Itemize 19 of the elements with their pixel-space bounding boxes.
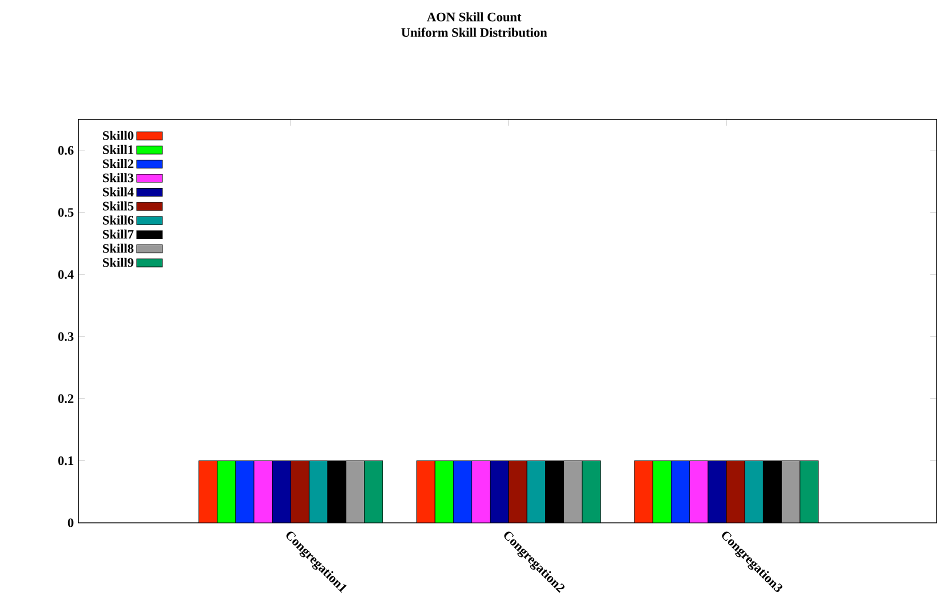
y-tick-label: 0 xyxy=(68,518,74,528)
y-tick-label: 0.3 xyxy=(58,332,74,341)
chart-title: AON Skill Count xyxy=(426,12,522,22)
legend-label: Skill0 xyxy=(102,130,134,140)
y-tick-label: 0.2 xyxy=(58,394,74,403)
legend-label: Skill9 xyxy=(102,258,134,267)
y-tick-label: 0.5 xyxy=(58,208,74,217)
y-tick-label: 0.6 xyxy=(58,146,74,155)
y-tick-label: 0.1 xyxy=(58,456,74,465)
legend-label: Skill1 xyxy=(102,144,134,154)
legend-label: Skill7 xyxy=(102,229,134,239)
legend-label: Skill5 xyxy=(102,201,134,210)
legend-label: Skill2 xyxy=(102,158,134,168)
chart-subtitle: Uniform Skill Distribution xyxy=(401,27,548,37)
legend-label: Skill6 xyxy=(102,215,134,224)
legend-label: Skill8 xyxy=(102,244,134,253)
legend-label: Skill4 xyxy=(102,187,134,196)
legend-label: Skill3 xyxy=(102,173,134,182)
y-tick-label: 0.4 xyxy=(58,270,74,279)
